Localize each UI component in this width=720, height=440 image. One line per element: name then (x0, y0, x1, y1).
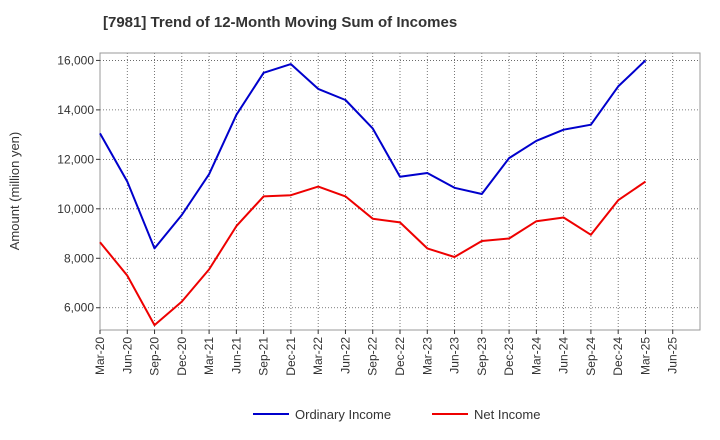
y-tick-label: 12,000 (57, 152, 94, 166)
x-tick-label: Sep-22 (366, 337, 380, 376)
x-tick-label: Mar-21 (202, 337, 216, 375)
y-axis-title: Amount (million yen) (7, 132, 22, 251)
y-tick-label: 14,000 (57, 103, 94, 117)
x-tick-label: Mar-25 (638, 337, 652, 375)
x-tick-label: Dec-24 (611, 337, 625, 376)
net-income-line (99, 180, 647, 327)
y-tick-label: 16,000 (57, 53, 94, 67)
legend: Ordinary Income Net Income (253, 407, 540, 422)
y-axis: 6,000 8,000 10,000 12,000 14,000 16,000 (57, 53, 100, 315)
x-tick-label: Dec-21 (284, 337, 298, 376)
x-tick-label: Jun-23 (448, 337, 462, 374)
x-tick-label: Sep-23 (475, 337, 489, 376)
series-lines (99, 59, 647, 327)
x-tick-label: Sep-21 (257, 337, 271, 376)
x-tick-label: Mar-23 (420, 337, 434, 375)
x-tick-label: Mar-20 (93, 337, 107, 375)
net-income-legend-label: Net Income (474, 407, 540, 422)
y-tick-label: 10,000 (57, 202, 94, 216)
x-tick-label: Jun-25 (666, 337, 680, 374)
ordinary-income-legend-label: Ordinary Income (295, 407, 391, 422)
x-tick-label: Dec-23 (502, 337, 516, 376)
x-tick-label: Jun-22 (338, 337, 352, 374)
y-tick-label: 8,000 (64, 251, 94, 265)
x-tick-label: Sep-20 (148, 337, 162, 376)
x-tick-label: Dec-22 (393, 337, 407, 376)
x-tick-label: Jun-21 (229, 337, 243, 374)
ordinary-income-line (99, 59, 647, 250)
x-tick-label: Jun-20 (120, 337, 134, 374)
x-tick-label: Mar-22 (311, 337, 325, 375)
x-tick-label: Sep-24 (584, 337, 598, 376)
y-tick-label: 6,000 (64, 301, 94, 315)
x-tick-label: Mar-24 (529, 337, 543, 375)
chart-title: [7981] Trend of 12-Month Moving Sum of I… (103, 14, 458, 31)
x-tick-label: Jun-24 (557, 337, 571, 374)
x-tick-label: Dec-20 (175, 337, 189, 376)
x-axis: Mar-20 Jun-20 Sep-20 Dec-20 Mar-21 Jun-21 Sep-… (93, 330, 680, 376)
grid-lines (100, 53, 700, 330)
